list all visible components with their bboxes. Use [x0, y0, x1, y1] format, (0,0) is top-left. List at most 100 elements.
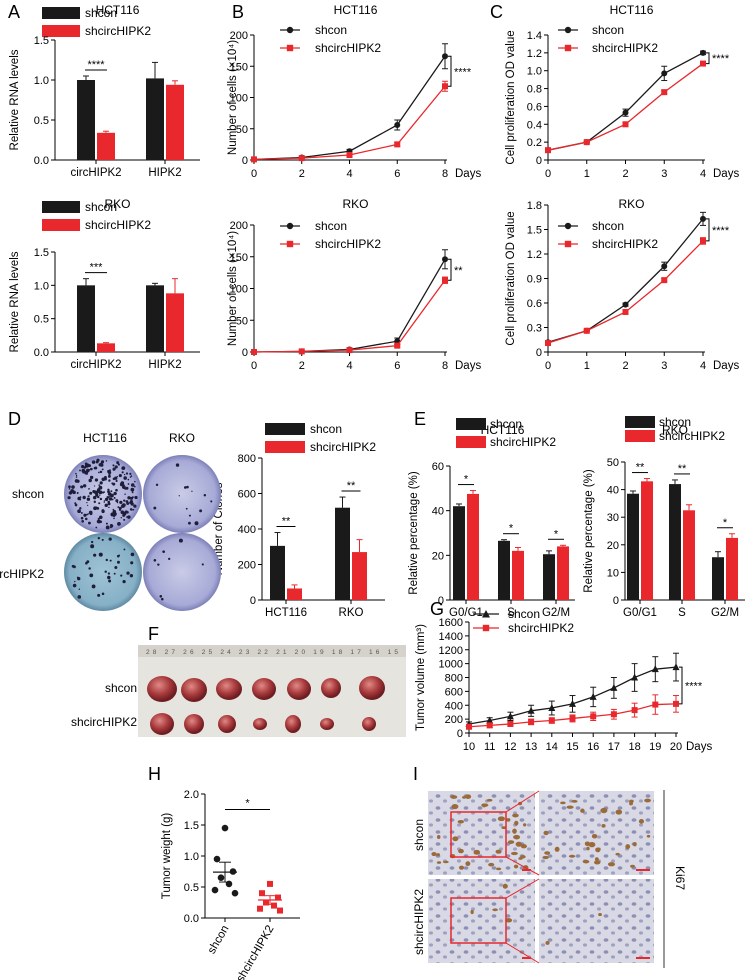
- bar: [166, 293, 184, 352]
- colony-dot: [91, 584, 96, 589]
- bar: [683, 510, 695, 600]
- colony-dot: [118, 554, 121, 557]
- colony-dot: [111, 511, 116, 516]
- dish-rko-shcirc: [143, 533, 221, 611]
- panel-letter-h: H: [148, 764, 161, 784]
- chart-od-hct116: HCT116 shcon shcircHIPK2 0 0.2 0.4 0.6 0.8 1.0 1.…: [505, 3, 739, 180]
- x-tick-label: G2/M: [711, 607, 739, 619]
- y-axis-label: Tumor weight (g): [161, 813, 173, 900]
- colony-dot: [130, 552, 135, 557]
- legend-label: shcircHIPK2: [315, 41, 381, 55]
- colony-dot: [117, 506, 120, 508]
- data-point: [610, 683, 618, 691]
- significance-label: *: [723, 517, 728, 529]
- colony-dot: [121, 503, 126, 507]
- colony-dot: [93, 467, 97, 470]
- colony-dot: [116, 475, 119, 478]
- colony-dot: [121, 466, 126, 471]
- x-tick-label: 17: [608, 741, 620, 753]
- significance-label: **: [454, 265, 463, 277]
- bar: [335, 507, 350, 600]
- colony-dot: [101, 509, 105, 512]
- colony-dot: [78, 588, 81, 590]
- y-tick-label: 30: [607, 512, 619, 524]
- y-tick-label: 2.0: [184, 789, 199, 801]
- colony-dot: [94, 478, 99, 482]
- colony-dot: [184, 486, 187, 489]
- colony-dot: [90, 540, 94, 544]
- colony-dot: [76, 480, 78, 483]
- ki67-positive-nucleus: [644, 798, 651, 803]
- significance-bracket: [448, 55, 452, 87]
- colony-dot: [87, 504, 89, 507]
- colony-dot: [127, 483, 130, 485]
- ki67-positive-nucleus: [436, 834, 441, 840]
- colony-dot: [123, 518, 126, 521]
- colony-dot: [113, 517, 115, 520]
- ihc-images: shcon shcircHIPK2 Ki67: [412, 790, 687, 968]
- ki67-positive-nucleus: [452, 836, 459, 842]
- x-tick-label: circHIPK2: [70, 167, 121, 179]
- colony-dot: [127, 496, 131, 500]
- data-point: [486, 722, 493, 729]
- data-point: [631, 707, 638, 714]
- legend-swatch: [265, 441, 305, 453]
- colony-dot: [113, 496, 116, 499]
- legend-label: shcon: [592, 23, 624, 37]
- zoom-line-1: [505, 790, 540, 813]
- data-point: [528, 718, 535, 725]
- colony-dot: [87, 513, 89, 515]
- ki67-positive-nucleus: [442, 860, 449, 864]
- significance-bracket: [679, 666, 683, 705]
- data-point: [661, 277, 668, 284]
- colony-dot: [97, 536, 101, 540]
- significance-label: ****: [685, 680, 703, 692]
- y-axis-label: Cell proliferation OD value: [505, 30, 517, 164]
- ki67-positive-nucleus: [458, 848, 464, 854]
- colony-dot: [88, 478, 92, 483]
- ki67-positive-nucleus: [436, 861, 442, 864]
- colony-dot: [74, 503, 78, 507]
- colony-dot: [99, 494, 101, 496]
- bar: [166, 84, 184, 160]
- legend-label: shcircHIPK2: [592, 41, 658, 55]
- tumor-specimen: [147, 676, 177, 702]
- y-tick-label: 600: [445, 686, 463, 698]
- colony-dot: [134, 495, 138, 500]
- y-tick-label: 1400: [439, 631, 463, 643]
- series-line: [547, 63, 704, 151]
- tumor-specimens: [147, 676, 385, 735]
- y-tick-label: 0.2: [527, 137, 542, 149]
- data-point: [229, 868, 237, 875]
- colony-dot: [77, 509, 81, 514]
- ki67-positive-nucleus: [512, 828, 517, 834]
- colony-dot: [99, 470, 103, 474]
- ki67-positive-nucleus: [515, 841, 523, 847]
- ihc-zoom-box-shcon: [450, 811, 507, 858]
- ki67-positive-nucleus: [598, 912, 602, 917]
- colony-dot: [99, 515, 103, 520]
- panel-letter-a: A: [8, 2, 20, 22]
- colony-dot: [129, 574, 134, 578]
- x-tick-label: HCT116: [265, 607, 307, 619]
- tumor-row-label-shcirc: shcircHIPK2: [71, 715, 137, 729]
- colony-dot: [105, 460, 108, 462]
- legend-swatch: [42, 219, 80, 231]
- ki67-positive-nucleus: [594, 860, 601, 865]
- chart-title: HCT116: [96, 3, 140, 17]
- data-point: [211, 886, 219, 894]
- data-point: [652, 701, 659, 708]
- colony-dot: [123, 499, 126, 502]
- colony-dot: [112, 508, 115, 511]
- y-tick-label: 0.4: [527, 119, 542, 131]
- colony-dot: [114, 566, 118, 569]
- y-tick-label: 50: [236, 124, 248, 136]
- data-point: [622, 109, 629, 116]
- colony-dot: [132, 508, 135, 511]
- colony-dot: [98, 484, 101, 486]
- ihc-shcirc-low: [428, 879, 535, 963]
